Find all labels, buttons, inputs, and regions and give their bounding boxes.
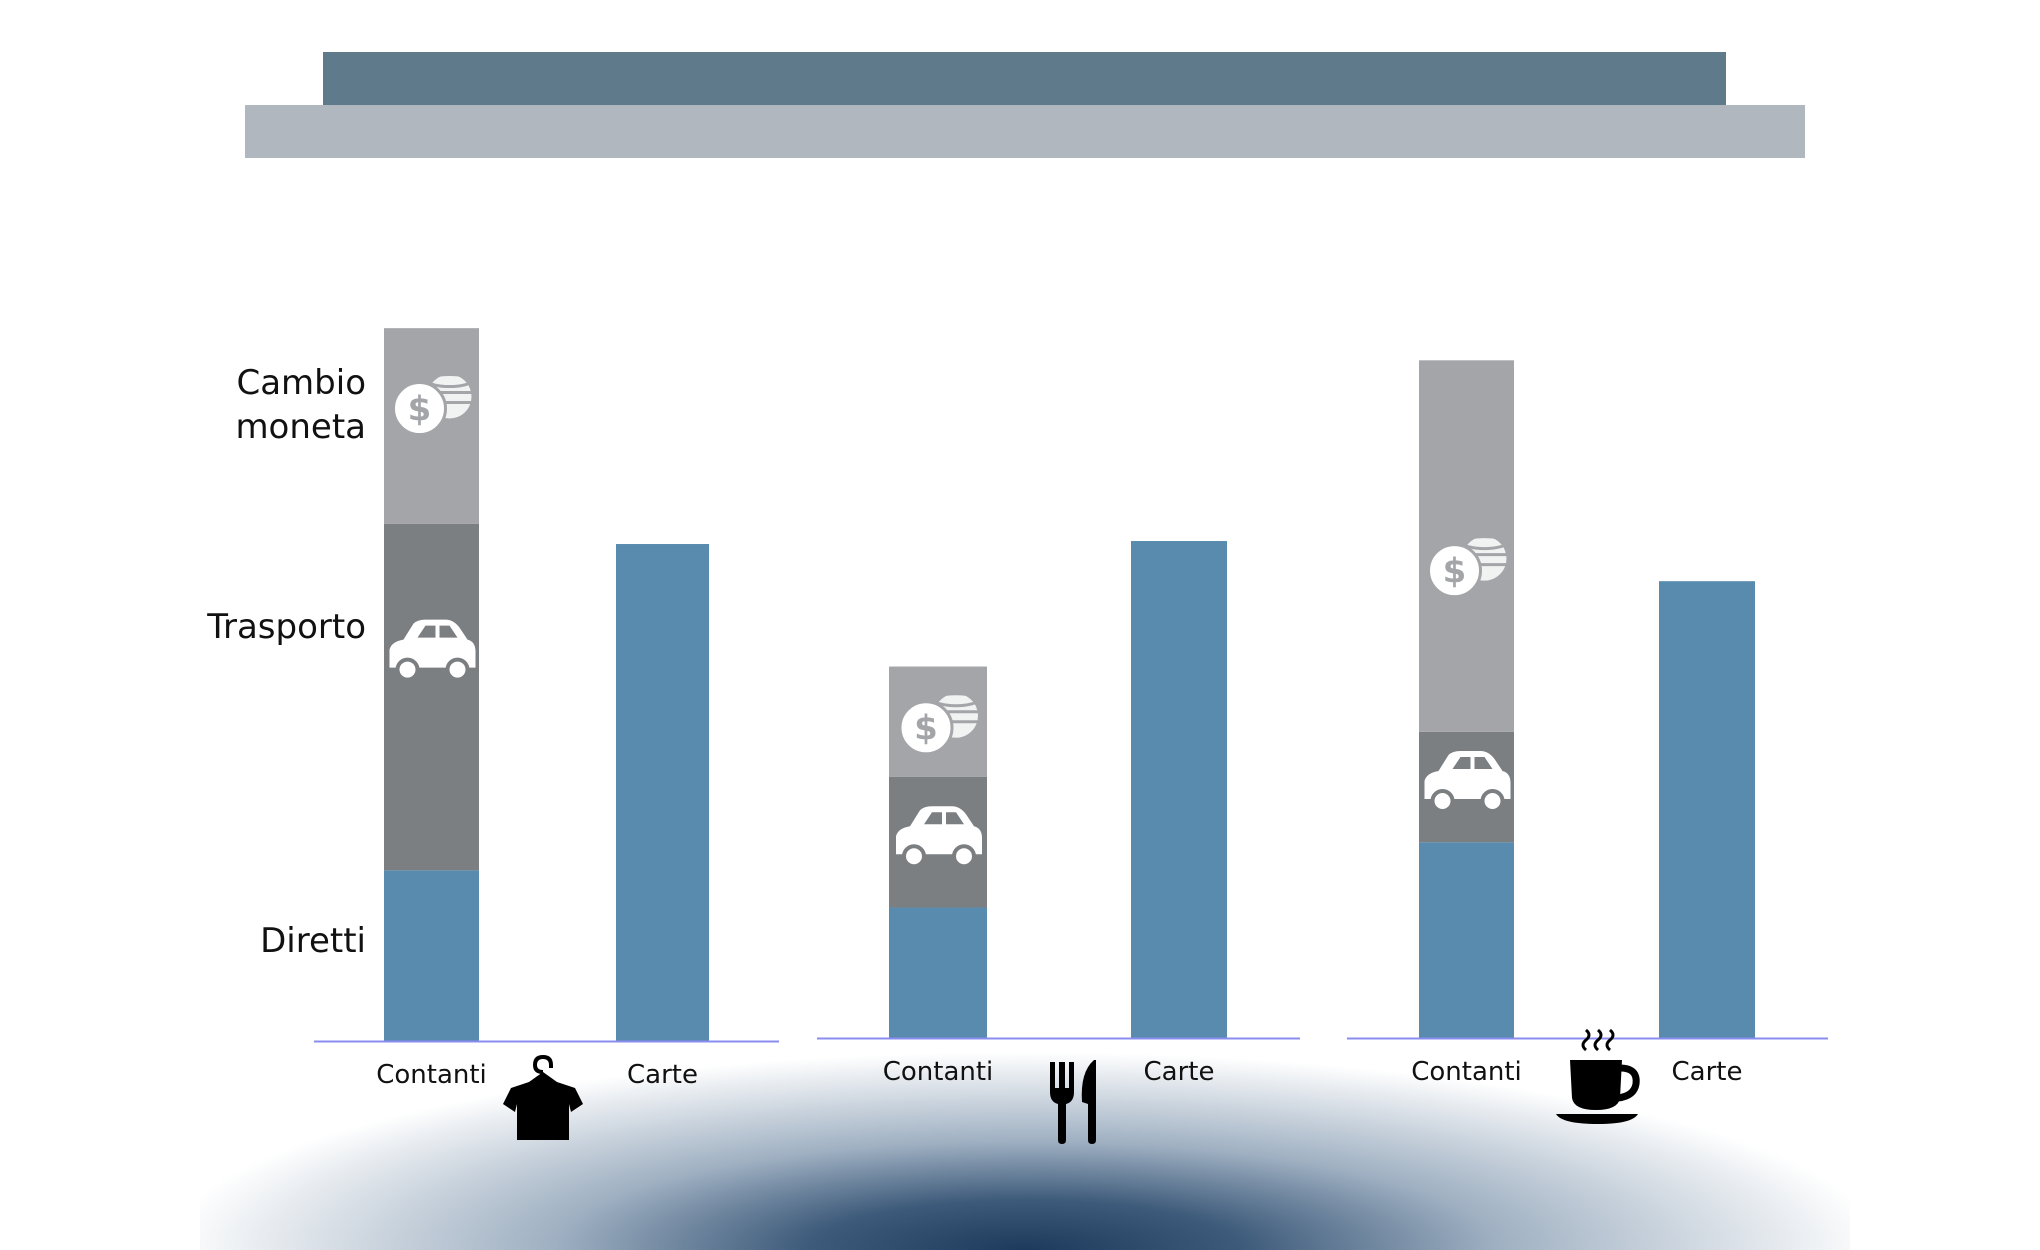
coffee-cup-icon — [1556, 1028, 1640, 1124]
bar-segment-trasporto-contanti — [384, 523, 479, 871]
bar-segment-diretti-carte — [616, 544, 709, 1041]
segment-label-cambio-moneta: Cambio moneta — [235, 363, 366, 447]
bar-segment-diretti-carte — [1131, 541, 1227, 1038]
x-tick-label: Carte — [1672, 1057, 1743, 1087]
segment-label-diretti: Diretti — [260, 921, 366, 961]
bar-segment-diretti-contanti — [889, 907, 987, 1038]
x-tick-label: Contanti — [1411, 1057, 1522, 1087]
x-tick-label: Contanti — [883, 1057, 994, 1087]
x-tick-label: Contanti — [376, 1060, 487, 1090]
bar-segment-diretti-contanti — [384, 870, 479, 1041]
cutlery-icon — [1050, 1060, 1096, 1144]
header-band-light — [245, 105, 1805, 158]
x-tick-label: Carte — [1144, 1057, 1215, 1087]
bar-segment-diretti-contanti — [1419, 842, 1514, 1038]
shirt-icon — [503, 1054, 583, 1140]
bar-segment-diretti-carte — [1659, 581, 1755, 1038]
x-tick-label: Carte — [627, 1060, 698, 1090]
segment-label-trasporto: Trasporto — [206, 607, 366, 647]
header-band-dark — [323, 52, 1726, 105]
